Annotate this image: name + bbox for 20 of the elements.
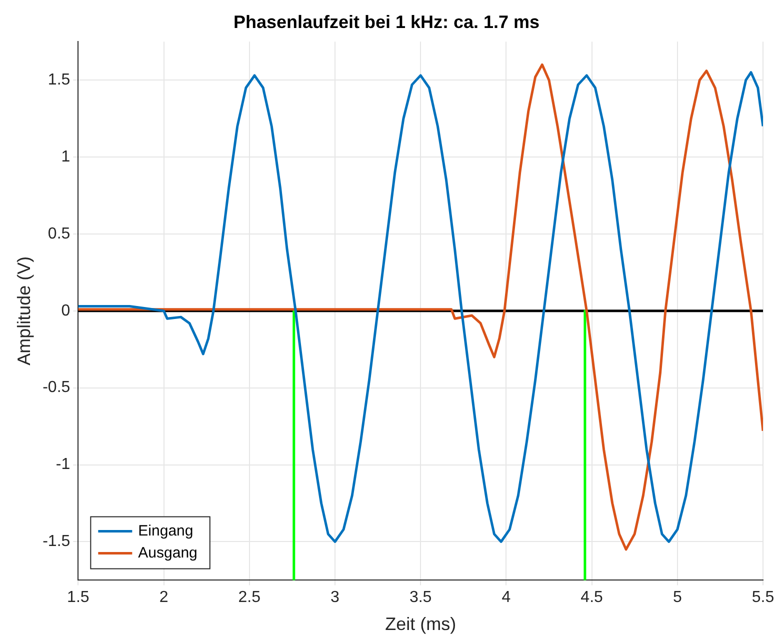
x-tick-label: 5.5 xyxy=(752,589,774,606)
y-tick-label: -0.5 xyxy=(42,379,70,396)
x-axis-title: Zeit (ms) xyxy=(385,614,456,634)
y-tick-label: -1.5 xyxy=(42,533,70,550)
y-tick-label: 0.5 xyxy=(48,225,70,242)
chart-title: Phasenlaufzeit bei 1 kHz: ca. 1.7 ms xyxy=(233,12,540,32)
x-tick-label: 4 xyxy=(502,589,511,606)
x-tick-label: 4.5 xyxy=(580,589,604,606)
y-tick-label: 1.5 xyxy=(48,71,70,88)
legend-label: Ausgang xyxy=(138,544,198,562)
y-tick-label: 1 xyxy=(61,148,70,166)
x-tick-label: 2 xyxy=(159,589,168,606)
y-tick-label: 0 xyxy=(61,302,70,320)
x-tick-label: 3.5 xyxy=(409,589,432,606)
x-tick-label: 3 xyxy=(330,589,340,606)
y-tick-label: -1 xyxy=(56,456,70,474)
x-tick-label: 5 xyxy=(672,589,682,606)
y-axis-title: Amplitude (V) xyxy=(14,256,34,366)
legend-label: Eingang xyxy=(138,522,194,540)
x-tick-label: 2.5 xyxy=(238,589,261,606)
